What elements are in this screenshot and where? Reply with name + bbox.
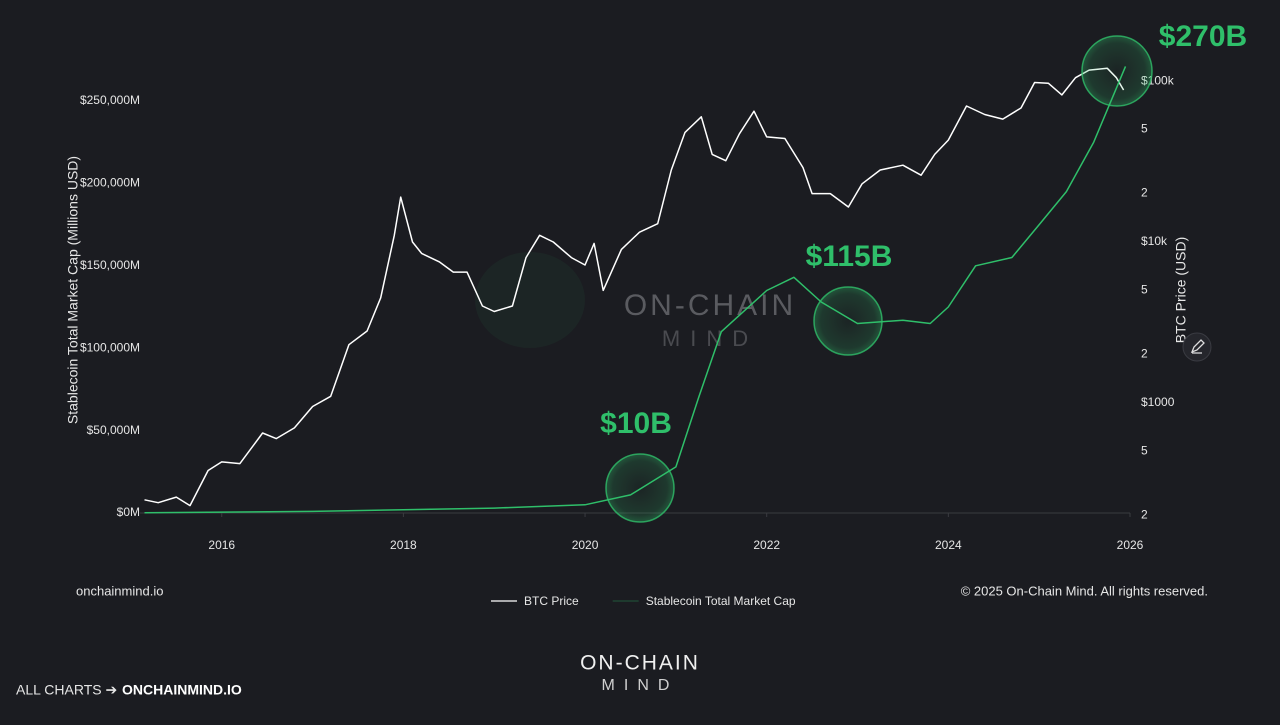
y-tick-label: $250,000M (80, 93, 140, 107)
y-tick-label: $150,000M (80, 258, 140, 272)
x-tick-label: 2024 (935, 538, 962, 552)
y-axis-label: Stablecoin Total Market Cap (Millions US… (65, 156, 81, 424)
y-tick-label: $200,000M (80, 176, 140, 190)
y2-tick-label: $1000 (1141, 395, 1175, 409)
edit-button[interactable] (1182, 332, 1212, 362)
y2-tick-label: 2 (1141, 347, 1148, 361)
footer-prefix: ALL CHARTS ➔ (16, 682, 117, 698)
y2-tick-label: 5 (1141, 122, 1148, 136)
legend-label[interactable]: BTC Price (524, 594, 579, 608)
x-tick-label: 2026 (1117, 538, 1144, 552)
y2-axis-label: BTC Price (USD) (1173, 237, 1189, 344)
legend-label[interactable]: Stablecoin Total Market Cap (646, 594, 796, 608)
x-tick-label: 2018 (390, 538, 417, 552)
y2-tick-label: 2 (1141, 508, 1148, 522)
btc-price-line (144, 67, 1125, 507)
y-tick-label: $100,000M (80, 340, 140, 354)
watermark-subtitle: MIND (662, 326, 758, 351)
y-tick-label: $0M (117, 505, 140, 519)
highlight-circle (1081, 35, 1153, 107)
footer-logo-title: ON-CHAIN (580, 652, 700, 675)
y-tick-label: $50,000M (87, 423, 140, 437)
annotation: $115B (806, 240, 893, 273)
watermark-brain (475, 252, 585, 348)
watermark-title: ON-CHAIN (624, 289, 796, 322)
footer-link[interactable]: ONCHAINMIND.IO (122, 682, 242, 698)
stablecoin-line (144, 66, 1127, 514)
annotation: $10B (600, 407, 672, 440)
y2-tick-label: 5 (1141, 283, 1148, 297)
x-tick-label: 2016 (208, 538, 235, 552)
y2-tick-label: 5 (1141, 444, 1148, 458)
source: onchainmind.io (76, 583, 163, 598)
footer-logo-subtitle: MIND (602, 677, 679, 694)
highlight-circle (605, 453, 675, 523)
highlight-circle (813, 286, 883, 356)
x-tick-label: 2022 (753, 538, 780, 552)
x-tick-label: 2020 (572, 538, 599, 552)
annotation: $270B (1159, 20, 1247, 53)
y2-tick-label: 2 (1141, 186, 1148, 200)
copyright: © 2025 On-Chain Mind. All rights reserve… (961, 583, 1208, 598)
y2-tick-label: $10k (1141, 234, 1168, 248)
